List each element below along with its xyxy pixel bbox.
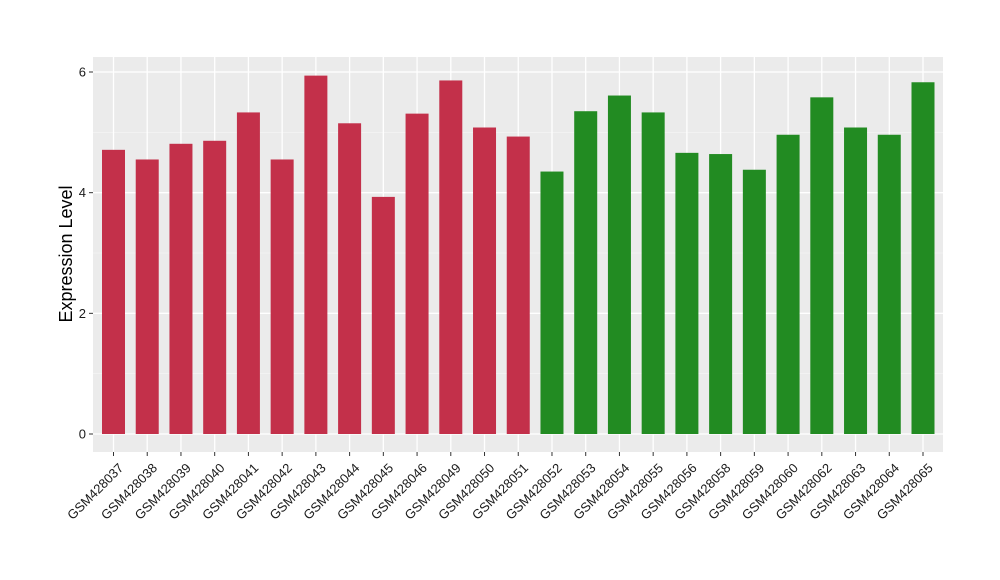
bar-GSM428049 <box>439 80 463 435</box>
bar-GSM428039 <box>169 143 193 434</box>
bar-GSM428045 <box>371 196 395 434</box>
bar-GSM428046 <box>405 113 429 434</box>
bar-GSM428064 <box>877 134 901 434</box>
y-tick-label: 0 <box>79 427 86 442</box>
bar-GSM428063 <box>844 127 868 435</box>
bar-GSM428040 <box>203 140 227 434</box>
x-axis: GSM428037GSM428038GSM428039GSM428040GSM4… <box>64 452 936 523</box>
bar-GSM428059 <box>742 169 766 435</box>
bar-GSM428060 <box>776 134 800 434</box>
bar-GSM428062 <box>810 97 834 434</box>
y-tick-label: 4 <box>79 185 86 200</box>
y-axis: 0 2 4 6 <box>79 65 93 442</box>
bar-GSM428065 <box>911 82 935 435</box>
y-axis-title: Expression Level <box>56 185 76 322</box>
bar-GSM428041 <box>236 112 260 434</box>
bar-GSM428051 <box>506 136 530 434</box>
bar-GSM428042 <box>270 159 294 434</box>
bar-GSM428043 <box>304 75 328 435</box>
bars <box>102 75 935 435</box>
bar-GSM428052 <box>540 171 564 435</box>
y-tick-label: 6 <box>79 65 86 80</box>
bar-GSM428038 <box>135 159 159 434</box>
bar-GSM428037 <box>102 149 125 434</box>
bar-GSM428055 <box>641 112 665 434</box>
bar-GSM428058 <box>709 154 733 434</box>
y-tick-label: 2 <box>79 306 86 321</box>
bar-GSM428054 <box>607 95 631 434</box>
bar-GSM428053 <box>574 111 598 434</box>
bar-GSM428050 <box>473 127 497 435</box>
bar-GSM428056 <box>675 152 699 434</box>
bar-GSM428044 <box>338 123 362 435</box>
